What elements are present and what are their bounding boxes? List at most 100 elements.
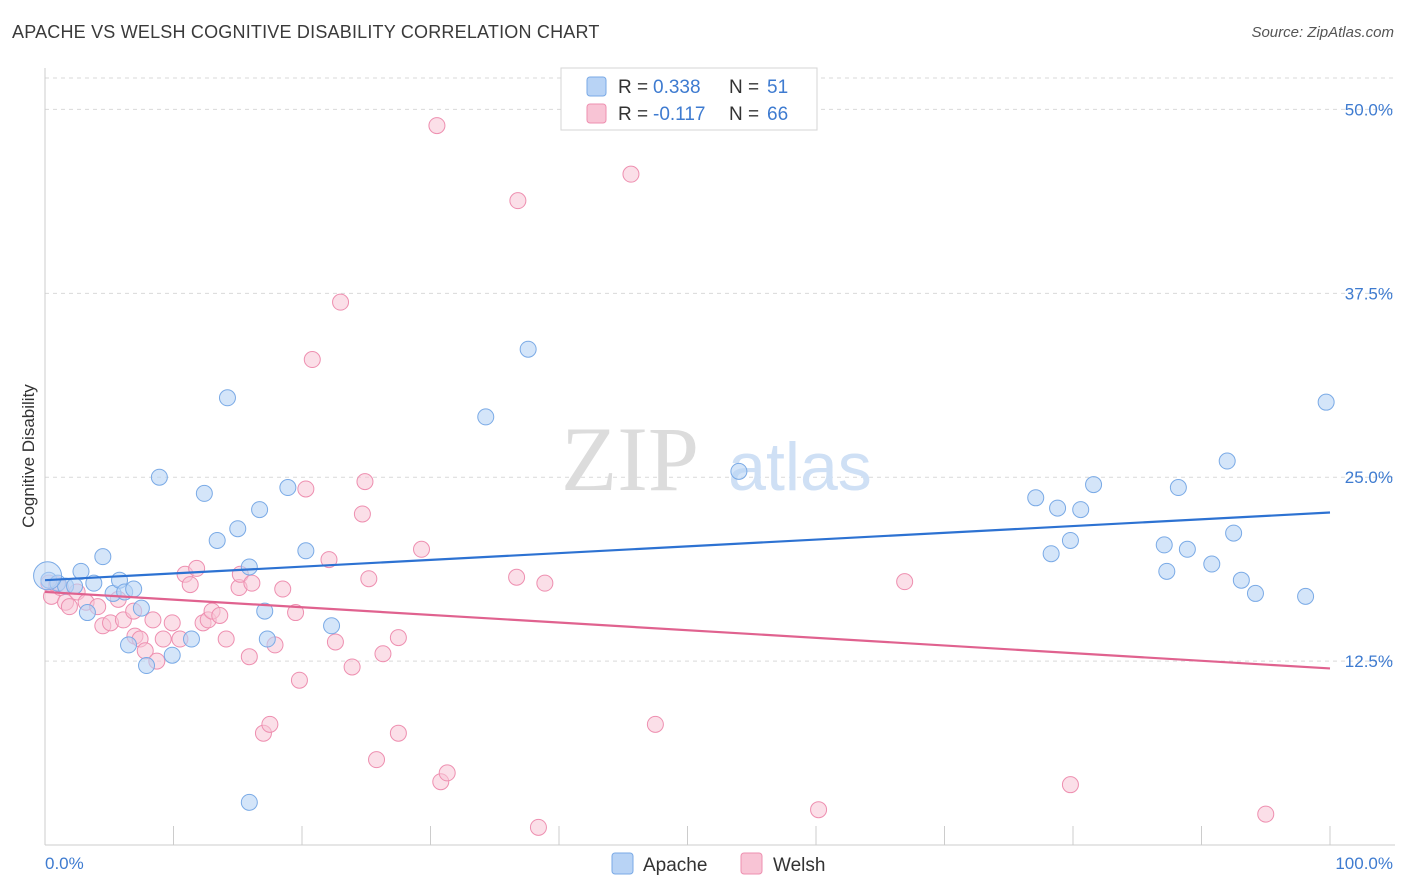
apache-point-15 xyxy=(150,468,168,486)
axes-layer: 12.5% 25.0% 37.5% 50.0% 0.0% 100.0% Cognitive … xyxy=(19,68,1395,873)
apache-point-27 xyxy=(279,479,297,497)
welsh-point-53 xyxy=(413,540,431,558)
apache-point-45 xyxy=(1225,524,1243,542)
apache-point-48 xyxy=(1297,587,1315,605)
legend-n-label-1: N = xyxy=(729,104,759,125)
apache-point-37 xyxy=(1072,501,1090,519)
apache-trend-line xyxy=(44,511,1331,582)
welsh-point-61 xyxy=(622,165,640,183)
welsh-point-40 xyxy=(297,480,315,498)
x-tick-label-end: 100.0% xyxy=(1335,854,1393,873)
welsh-point-58 xyxy=(509,192,527,210)
welsh-point-32 xyxy=(240,648,258,666)
welsh-point-17 xyxy=(144,611,162,629)
welsh-point-44 xyxy=(332,293,350,311)
welsh-point-59 xyxy=(529,818,547,836)
apache-point-29 xyxy=(323,617,341,635)
welsh-point-43 xyxy=(326,633,344,651)
welsh-point-49 xyxy=(368,751,386,769)
apache-point-33 xyxy=(1027,489,1045,507)
watermark: ZIP atlas xyxy=(561,408,872,510)
watermark-zip: ZIP xyxy=(561,408,699,510)
legend-swatch-welsh xyxy=(586,103,607,124)
apache-point-22 xyxy=(240,793,258,811)
apache-point-25 xyxy=(256,602,274,620)
welsh-point-5 xyxy=(60,598,78,616)
bottom-legend-swatch-apache xyxy=(611,852,634,875)
y-tick-label-1: 25.0% xyxy=(1345,468,1393,487)
apache-point-28 xyxy=(297,542,315,560)
apache-point-14 xyxy=(138,657,156,675)
apache-point-34 xyxy=(1042,545,1060,563)
apache-point-17 xyxy=(182,630,200,648)
welsh-point-56 xyxy=(428,117,446,135)
welsh-points xyxy=(40,117,1275,836)
apache-point-49 xyxy=(1317,393,1335,411)
welsh-point-57 xyxy=(508,568,526,586)
apache-point-12 xyxy=(125,580,143,598)
apache-point-30 xyxy=(477,408,495,426)
legend-r-value-0: 0.338 xyxy=(653,77,701,98)
apache-point-20 xyxy=(218,389,236,407)
welsh-point-39 xyxy=(290,671,308,689)
y-tick-label-3: 50.0% xyxy=(1345,100,1393,119)
apache-point-43 xyxy=(1203,555,1221,573)
welsh-point-47 xyxy=(356,473,374,491)
welsh-point-65 xyxy=(1061,776,1079,794)
y-tick-label-2: 37.5% xyxy=(1345,284,1393,303)
x-tick-label-start: 0.0% xyxy=(45,854,84,873)
apache-point-42 xyxy=(1178,540,1196,558)
legend-swatch-apache xyxy=(586,76,607,97)
apache-point-11 xyxy=(120,636,138,654)
welsh-point-46 xyxy=(353,505,371,523)
welsh-point-37 xyxy=(274,580,292,598)
apache-point-21 xyxy=(229,520,247,538)
legend-n-value-1: 66 xyxy=(767,104,788,125)
welsh-point-42 xyxy=(320,551,338,569)
apache-point-19 xyxy=(208,531,226,549)
trend-lines xyxy=(44,511,1331,670)
apache-point-39 xyxy=(1155,536,1173,554)
apache-point-3 xyxy=(66,577,84,595)
welsh-point-35 xyxy=(261,715,279,733)
welsh-point-33 xyxy=(243,574,261,592)
apache-point-38 xyxy=(1085,476,1103,494)
legend-r-label-0: R = xyxy=(618,77,648,98)
welsh-point-63 xyxy=(810,801,828,819)
apache-point-46 xyxy=(1232,571,1250,589)
apache-point-40 xyxy=(1158,562,1176,580)
welsh-point-50 xyxy=(374,645,392,663)
bottom-legend: Apache Welsh xyxy=(611,852,825,876)
legend-n-label-0: N = xyxy=(729,77,759,98)
welsh-trend-line xyxy=(44,590,1331,670)
welsh-point-52 xyxy=(389,724,407,742)
apache-point-18 xyxy=(195,484,213,502)
welsh-point-20 xyxy=(163,614,181,632)
welsh-point-51 xyxy=(389,629,407,647)
y-tick-label-0: 12.5% xyxy=(1345,652,1393,671)
apache-point-13 xyxy=(132,599,150,617)
apache-point-26 xyxy=(258,630,276,648)
apache-point-35 xyxy=(1049,499,1067,517)
welsh-point-19 xyxy=(154,630,172,648)
welsh-point-28 xyxy=(211,607,229,624)
welsh-point-45 xyxy=(343,658,361,676)
welsh-point-24 xyxy=(188,559,206,577)
bottom-legend-label-apache: Apache xyxy=(643,855,707,876)
legend-r-label-1: R = xyxy=(618,104,648,125)
legend-n-value-0: 51 xyxy=(767,77,788,98)
welsh-point-38 xyxy=(287,604,305,622)
apache-point-24 xyxy=(251,501,269,519)
apache-point-31 xyxy=(519,340,537,358)
apache-point-16 xyxy=(163,646,181,664)
welsh-point-60 xyxy=(536,574,554,592)
apache-point-41 xyxy=(1169,479,1187,497)
apache-point-23 xyxy=(240,558,258,576)
welsh-point-41 xyxy=(303,351,321,369)
bottom-legend-label-welsh: Welsh xyxy=(773,855,825,876)
welsh-point-23 xyxy=(181,576,199,594)
watermark-atlas: atlas xyxy=(728,429,872,505)
legend-r-value-1: -0.117 xyxy=(653,104,705,125)
welsh-point-55 xyxy=(438,764,456,782)
